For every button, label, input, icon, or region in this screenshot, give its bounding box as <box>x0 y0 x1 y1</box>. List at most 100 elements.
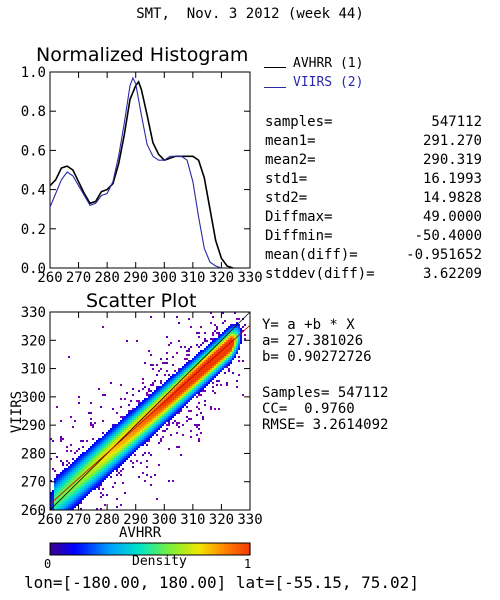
density-cell <box>58 506 60 508</box>
density-cell <box>142 436 144 438</box>
density-cell <box>96 476 98 478</box>
density-cell <box>122 422 124 424</box>
density-cell <box>204 372 206 374</box>
density-cell <box>148 398 150 400</box>
density-cell <box>178 370 180 372</box>
density-cell <box>94 462 96 464</box>
density-cell <box>60 482 62 484</box>
density-cell <box>142 472 144 474</box>
density-cell <box>194 364 196 366</box>
density-cell <box>80 484 82 486</box>
density-cell <box>204 404 206 406</box>
density-cell <box>116 450 118 452</box>
density-cell <box>134 416 136 418</box>
density-cell <box>196 396 198 398</box>
density-cell <box>160 396 162 398</box>
density-cell <box>118 450 120 452</box>
density-cell <box>158 420 160 422</box>
density-cell <box>142 418 144 420</box>
density-cell <box>130 420 132 422</box>
density-cell <box>142 404 144 406</box>
density-cell <box>66 506 68 508</box>
density-cell <box>126 428 128 430</box>
colorbar-segment <box>162 543 165 555</box>
density-cell <box>98 488 100 490</box>
colorbar-segment <box>50 543 53 555</box>
density-cell <box>200 358 202 360</box>
density-cell <box>88 472 90 474</box>
colorbar-segment <box>242 543 245 555</box>
density-cell <box>178 410 180 412</box>
density-cell <box>218 362 220 364</box>
density-cell <box>210 356 212 358</box>
density-cell <box>112 486 114 488</box>
density-cell <box>86 492 88 494</box>
density-cell <box>88 454 90 456</box>
density-cell <box>66 446 68 448</box>
density-cell <box>176 424 178 426</box>
density-cell <box>140 426 142 428</box>
density-cell <box>100 492 102 494</box>
density-cell <box>96 454 98 456</box>
colorbar-segment <box>248 543 251 555</box>
density-cell <box>148 404 150 406</box>
density-cell <box>226 356 228 358</box>
density-cell <box>202 364 204 366</box>
density-cell <box>54 498 56 500</box>
density-cell <box>150 418 152 420</box>
density-cell <box>108 456 110 458</box>
density-cell <box>64 502 66 504</box>
density-cell <box>170 382 172 384</box>
density-cell <box>66 460 68 462</box>
stat-value: 291.270 <box>422 133 482 149</box>
density-cell <box>162 362 164 364</box>
density-cell <box>60 506 62 508</box>
density-cell <box>152 434 154 436</box>
density-cell <box>50 492 52 494</box>
density-cell <box>72 458 74 460</box>
density-cell <box>206 376 208 378</box>
density-cell <box>174 414 176 416</box>
density-cell <box>70 472 72 474</box>
density-cell <box>160 422 162 424</box>
density-cell <box>144 410 146 412</box>
density-cell <box>166 352 168 354</box>
density-cell <box>154 394 156 396</box>
density-cell <box>196 386 198 388</box>
density-cell <box>132 452 134 454</box>
density-cell <box>60 478 62 480</box>
density-cell <box>68 356 70 358</box>
density-cell <box>200 364 202 366</box>
density-cell <box>164 422 166 424</box>
density-cell <box>210 338 212 340</box>
density-cell <box>206 360 208 362</box>
density-cell <box>148 412 150 414</box>
density-cell <box>142 410 144 412</box>
scatter-ylabel: VIIRS <box>9 390 26 434</box>
density-cell <box>212 342 214 344</box>
density-cell <box>216 366 218 368</box>
density-cell <box>118 422 120 424</box>
density-cell <box>70 498 72 500</box>
density-cell <box>66 478 68 480</box>
density-cell <box>236 344 238 346</box>
density-cell <box>230 348 232 350</box>
density-cell <box>190 430 192 432</box>
density-cell <box>84 486 86 488</box>
density-cell <box>108 438 110 440</box>
density-cell <box>236 334 238 336</box>
density-cell <box>214 370 216 372</box>
density-cell <box>148 396 150 398</box>
density-cell <box>82 454 84 456</box>
density-cell <box>118 438 120 440</box>
density-cell <box>144 434 146 436</box>
density-cell <box>64 472 66 474</box>
density-cell <box>192 364 194 366</box>
density-cell <box>134 408 136 410</box>
density-cell <box>214 338 216 340</box>
density-cell <box>214 350 216 352</box>
density-cell <box>230 324 232 326</box>
density-cell <box>216 374 218 376</box>
density-cell <box>218 372 220 374</box>
